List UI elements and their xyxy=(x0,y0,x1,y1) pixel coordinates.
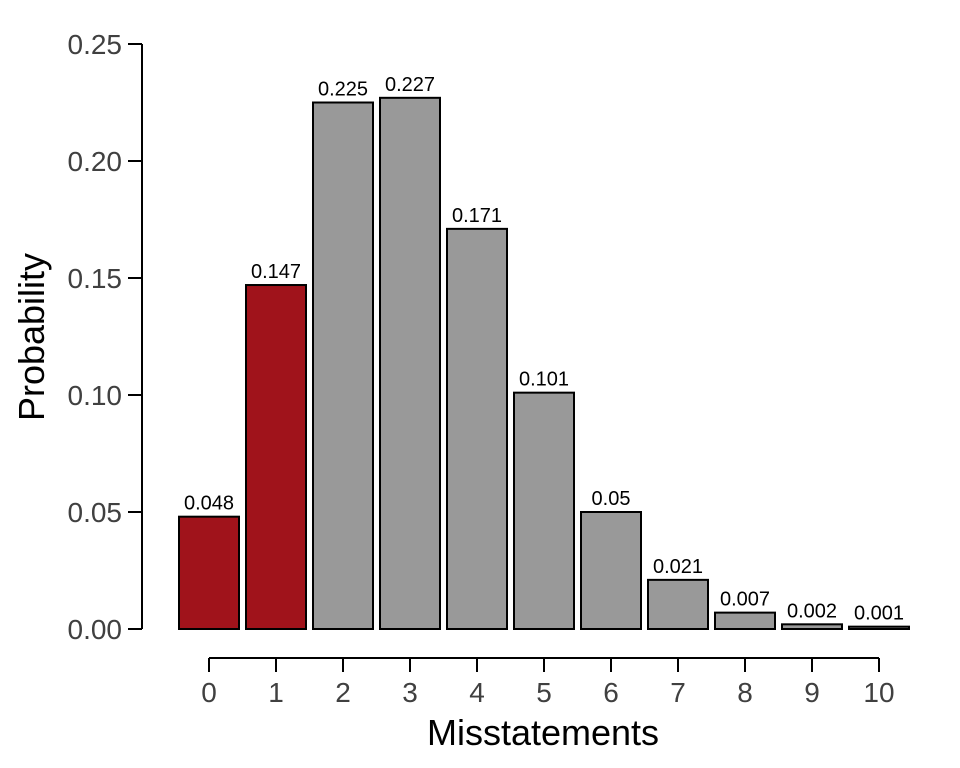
bar-value-label: 0.171 xyxy=(452,205,502,227)
bar-9 xyxy=(781,623,843,631)
bar-1 xyxy=(245,284,307,630)
y-tick-label: 0.20 xyxy=(68,146,123,177)
bar-2 xyxy=(312,101,374,630)
bar-8 xyxy=(714,611,776,630)
y-tick-label: 0.05 xyxy=(68,497,123,528)
bar-6 xyxy=(580,511,642,630)
x-tick-label: 3 xyxy=(402,677,418,708)
bar-5 xyxy=(513,391,575,630)
y-axis: 0.00 0.05 0.10 0.15 0.20 0.25 xyxy=(68,29,143,645)
x-tick-label: 0 xyxy=(201,677,217,708)
bar-value-label: 0.225 xyxy=(318,79,368,101)
x-tick-label: 8 xyxy=(737,677,753,708)
bar-3 xyxy=(379,96,441,630)
bar-value-labels: 0.048 0.147 0.225 0.227 0.171 0.101 0.05 0.021 0… xyxy=(184,74,904,625)
y-axis-title: Probability xyxy=(11,253,52,421)
bar-value-label: 0.002 xyxy=(787,600,837,622)
x-tick-label: 1 xyxy=(268,677,284,708)
bar-10 xyxy=(848,625,910,630)
x-tick-label: 5 xyxy=(536,677,552,708)
bar-value-label: 0.227 xyxy=(385,74,435,96)
bar-4 xyxy=(446,227,508,631)
bar-value-label: 0.021 xyxy=(653,556,703,578)
bar-value-label: 0.05 xyxy=(592,488,631,510)
bar-value-label: 0.048 xyxy=(184,493,234,515)
y-tick-label: 0.00 xyxy=(68,614,123,645)
bars xyxy=(178,96,910,631)
y-tick-label: 0.10 xyxy=(68,380,123,411)
x-tick-label: 4 xyxy=(469,677,485,708)
bar-value-label: 0.147 xyxy=(251,261,301,283)
x-axis: 0 1 2 3 4 5 6 7 8 9 10 xyxy=(201,657,895,708)
x-axis-title: Misstatements xyxy=(427,712,659,753)
x-tick-label: 10 xyxy=(863,677,894,708)
x-tick-label: 7 xyxy=(670,677,686,708)
bar-value-label: 0.001 xyxy=(854,603,904,625)
x-tick-label: 2 xyxy=(335,677,351,708)
y-tick-label: 0.15 xyxy=(68,263,123,294)
x-tick-label: 9 xyxy=(804,677,820,708)
y-tick-label: 0.25 xyxy=(68,29,123,60)
x-tick-label: 6 xyxy=(603,677,619,708)
bar-0 xyxy=(178,515,240,630)
bar-7 xyxy=(647,578,709,630)
bar-value-label: 0.101 xyxy=(519,369,569,391)
bar-value-label: 0.007 xyxy=(720,589,770,611)
